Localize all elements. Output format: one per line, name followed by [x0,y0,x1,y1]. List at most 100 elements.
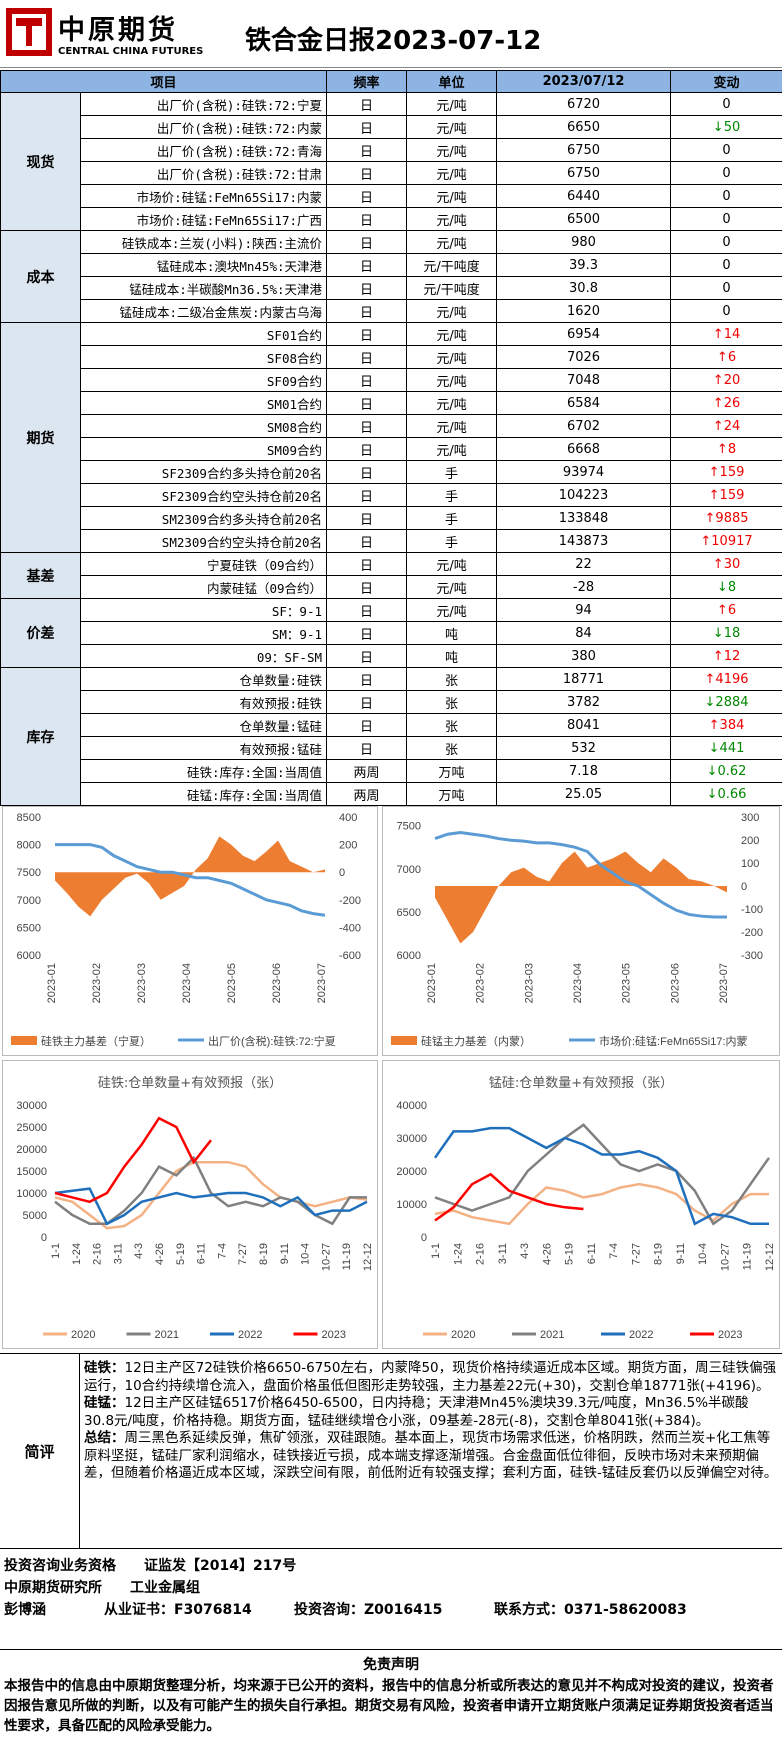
x-tick-label: 11-19 [341,1243,353,1270]
value: 8041 [496,713,672,737]
y-tick-label-right: 300 [741,812,759,824]
value: 94 [496,598,672,622]
x-tick-label: 6-11 [586,1243,598,1264]
change-cell: 0 [670,161,782,185]
y-tick-label-right: -600 [339,950,361,962]
series-line [54,1187,368,1226]
unit: 手 [406,483,498,507]
y-tick-label-left: 8000 [17,840,41,852]
report-title: 铁合金日报2023-07-12 [245,26,542,56]
arrow-up-icon: ↑ [712,556,724,572]
change-cell: ↑8 [670,437,782,461]
change-value: 18 [723,625,741,641]
item-name: SM09合约 [79,437,328,461]
value: 143873 [496,529,672,553]
summary-label: 总结： [84,1430,125,1446]
value: 1620 [496,299,672,323]
legend-label: 出厂价(含税):硅铁:72:宁夏 [208,1034,336,1048]
frequency: 日 [326,299,408,323]
frequency: 日 [326,644,408,668]
frequency: 两周 [326,759,408,783]
value: 93974 [496,460,672,484]
y-tick-label: 20000 [16,1144,47,1156]
sm-comment: 硅锰：12日主产区硅锰6517价格6450-6500，日内持稳；天津港Mn45%… [84,1395,778,1430]
frequency: 日 [326,621,408,645]
charts-area: 8500 8000 7500 7000 6500 6000 400 200 0 -200 -400 -… [0,806,782,1351]
table-row: SM01合约日元/吨 6584 ↑26 [1,391,782,415]
qualification-section: 投资咨询业务资格 证监发【2014】217号 中原期货研究所 工业金属组 彭博涵… [0,1551,782,1627]
x-tick-label: 2-16 [475,1243,487,1265]
arrow-up-icon: ↑ [712,395,724,411]
arrow-up-icon: ↑ [712,418,724,434]
item-name: SM：9-1 [79,621,328,645]
x-tick-label: 7-4 [608,1243,620,1259]
change-value: 4196 [715,671,749,687]
arrow-up-icon: ↑ [700,533,712,549]
change-cell: ↑24 [670,414,782,438]
table-row: SM2309合约多头持仓前20名日手 133848 ↑9885 [1,506,782,530]
y-tick-label: 30000 [396,1133,427,1145]
y-tick-label-left: 7000 [17,895,41,907]
table-row: 硅锰:库存:全国:当周值 两周 万吨 25.05 ↓0.66 [1,782,782,806]
analyst-cert: 从业证书：F3076814 [104,1602,252,1618]
arrow-up-icon: ↑ [708,487,720,503]
value: 18771 [496,667,672,691]
frequency: 日 [326,483,408,507]
unit: 元/干吨度 [406,253,498,277]
change-cell: 0 [670,276,782,300]
change-value: 24 [723,418,741,434]
arrow-up-icon: ↑ [708,717,720,733]
change-value: 0.62 [717,763,747,779]
value: 39.3 [496,253,672,277]
change-value: 441 [719,740,745,756]
x-tick-label: 10-4 [697,1243,709,1265]
change-value: 50 [723,119,741,135]
change-cell: 0 [670,92,782,116]
chart-sm-warrants: 锰硅:仓单数量+有效预报（张） 40000 30000 20000 10000 0 1-1 1… [382,1060,780,1349]
x-tick-label: 2023-07 [316,963,328,1003]
x-tick-label: 6-11 [196,1243,208,1264]
col-header-date: 2023/07/12 [496,70,672,93]
legend-label: 市场价:硅锰:FeMn65Si17:内蒙 [599,1034,748,1048]
frequency: 日 [326,368,408,392]
change-cell: ↓0.62 [670,759,782,783]
frequency: 日 [326,690,408,714]
arrow-down-icon: ↓ [706,763,718,779]
change-cell: ↑384 [670,713,782,737]
unit: 手 [406,506,498,530]
item-name: SF09合约 [79,368,328,392]
change-value: 159 [719,487,745,503]
arrow-up-icon: ↑ [708,464,720,480]
arrow-down-icon: ↓ [708,740,720,756]
chart-sm-basis: 7500 7000 6500 6000 300 200 100 0 -100 -200 -300 20… [382,806,780,1056]
table-row: 出厂价(含税):硅铁:72:内蒙日元/吨 6650 ↓50 [1,115,782,139]
unit: 张 [406,690,498,714]
arrow-down-icon: ↓ [706,786,718,802]
frequency: 日 [326,460,408,484]
arrow-up-icon: ↑ [712,648,724,664]
value: 6954 [496,322,672,346]
value: 6500 [496,207,672,231]
chart-title: 锰硅:仓单数量+有效预报（张） [489,1076,673,1091]
table-header-row: 项目 频率 单位 2023/07/12 变动 [0,70,782,93]
x-tick-label: 2023-02 [475,963,487,1003]
item-name: 锰硅成本:半碳酸Mn36.5%:天津港 [79,276,328,300]
frequency: 日 [326,552,408,576]
item-name: 市场价:硅锰:FeMn65Si17:广西 [79,207,328,231]
frequency: 日 [326,437,408,461]
x-tick-label: 1-1 [50,1243,62,1259]
frequency: 日 [326,598,408,622]
frequency: 日 [326,276,408,300]
change-cell: 0 [670,299,782,323]
y-tick-label-right: 0 [741,881,747,893]
chart-sf-basis: 8500 8000 7500 7000 6500 6000 400 200 0 -200 -400 -… [2,806,378,1056]
y-tick-label-right: 0 [339,867,345,879]
item-name: 有效预报:锰硅 [79,736,328,760]
table-row: 锰硅成本:二级冶金焦炭:内蒙古乌海日元/吨 1620 0 [1,299,782,323]
item-name: 市场价:硅锰:FeMn65Si17:内蒙 [79,184,328,208]
unit: 元/干吨度 [406,276,498,300]
change-value: 159 [719,464,745,480]
change-cell: ↓8 [670,575,782,599]
sf-comment-label: 硅铁： [84,1360,125,1376]
table-row: SF2309合约多头持仓前20名日手 93974 ↑159 [1,460,782,484]
